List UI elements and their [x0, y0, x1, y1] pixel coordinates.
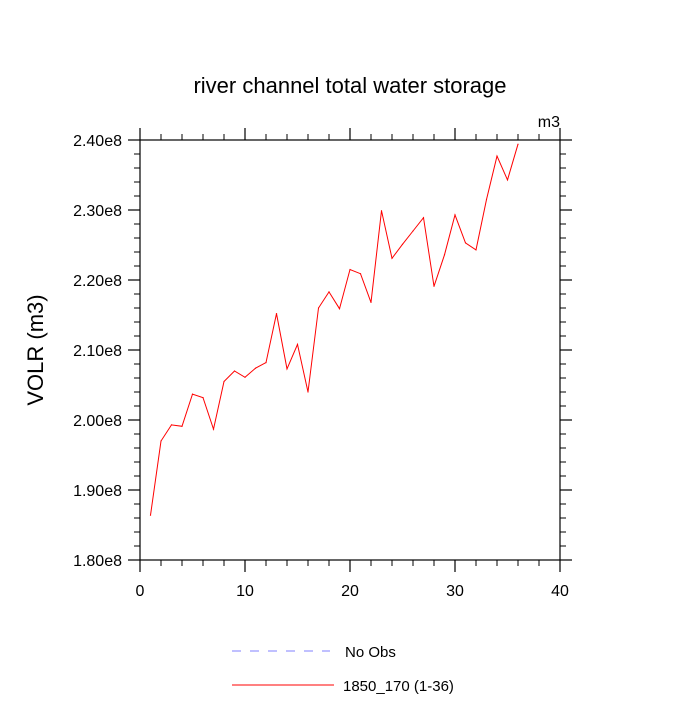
y-tick-label: 2.30e8: [73, 203, 122, 220]
x-tick-label: 10: [236, 583, 254, 600]
data-point: [286, 368, 288, 370]
data-point: [191, 393, 194, 395]
y-tick-label: 2.40e8: [73, 133, 122, 150]
data-point: [443, 254, 446, 256]
axis-tick-labels: 0 10 20 30 40 1.80e8 1.90e8 2.00e8 2.10e8 2.20e8 2…: [73, 133, 569, 600]
y-tick-label: 2.00e8: [73, 413, 122, 430]
data-point: [359, 273, 362, 275]
plot-series: [149, 143, 519, 516]
data-point: [433, 285, 435, 287]
x-tick-label: 0: [136, 583, 145, 600]
units-label: m3: [538, 114, 560, 131]
data-point: [464, 242, 467, 244]
y-tick-label: 1.90e8: [73, 483, 122, 500]
data-point: [170, 424, 173, 426]
data-point: [149, 514, 152, 516]
data-point: [338, 308, 341, 310]
data-point: [296, 343, 299, 345]
data-point: [265, 362, 267, 364]
data-point: [401, 243, 404, 245]
x-tick-label: 30: [446, 583, 464, 600]
data-point: [212, 428, 215, 430]
legend-label-no-obs: No Obs: [345, 644, 396, 661]
y-axis-label: VOLR (m3): [23, 294, 48, 405]
data-point: [422, 217, 425, 219]
data-point: [202, 397, 204, 399]
y-tick-label: 2.10e8: [73, 343, 122, 360]
data-point: [328, 291, 330, 293]
data-point: [412, 230, 414, 232]
data-point: [485, 198, 488, 201]
x-tick-label: 20: [341, 583, 359, 600]
data-point: [517, 143, 519, 145]
y-tick-label: 1.80e8: [73, 553, 122, 570]
plot-frame: [139, 139, 561, 561]
data-point: [349, 268, 351, 271]
data-point: [233, 370, 236, 372]
legend: No Obs 1850_170 (1-36): [232, 644, 454, 695]
axis-ticks: [128, 128, 572, 572]
data-point: [475, 249, 477, 251]
data-point: [454, 214, 456, 216]
data-point: [244, 376, 246, 378]
data-point: [275, 313, 278, 315]
data-point: [380, 210, 383, 212]
series-line-0: [150, 144, 519, 516]
data-point: [307, 391, 309, 393]
y-tick-label: 2.20e8: [73, 273, 122, 290]
data-point: [496, 155, 498, 157]
data-point: [160, 440, 162, 442]
data-point: [391, 257, 393, 259]
data-point: [223, 380, 225, 383]
x-tick-label: 40: [551, 583, 569, 600]
data-point: [317, 307, 320, 309]
data-point: [181, 425, 183, 427]
data-point: [254, 367, 257, 369]
legend-label-1850-170: 1850_170 (1-36): [343, 678, 454, 695]
chart-title: river channel total water storage: [193, 73, 506, 98]
data-point: [506, 179, 509, 181]
data-point: [370, 301, 372, 303]
